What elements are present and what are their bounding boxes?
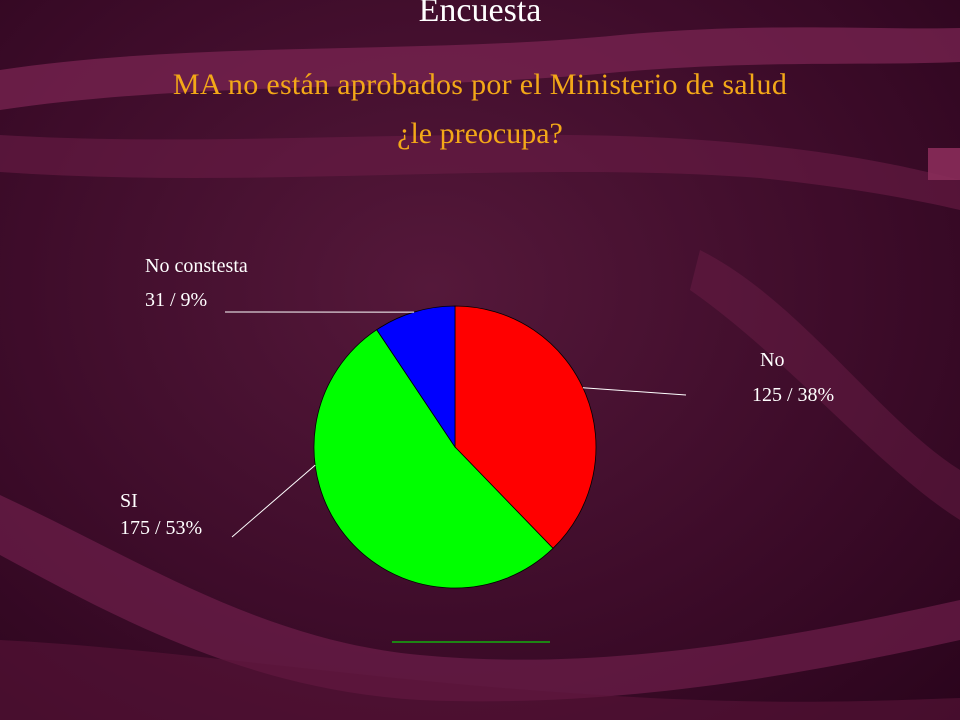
label-no-value: 125 / 38% — [752, 384, 835, 406]
label-no-name: No — [760, 349, 785, 371]
leader-line-no — [582, 387, 687, 396]
question-line-1: MA no están aprobados por el Ministerio … — [172, 68, 788, 101]
pie-slice-no-contesta — [376, 305, 456, 449]
label-si-value: 175 / 53% — [120, 517, 203, 539]
leader-line-si — [231, 464, 316, 538]
label-no-contesta-name: No constesta — [145, 255, 248, 277]
slide-title: Encuesta — [418, 0, 542, 29]
label-no-contesta-value: 31 / 9% — [145, 289, 208, 311]
question-line-2: ¿le preocupa? — [397, 117, 563, 150]
pie-slice-si — [313, 329, 554, 589]
label-si-name: SI — [120, 490, 138, 512]
pie-slice-no — [454, 305, 597, 549]
